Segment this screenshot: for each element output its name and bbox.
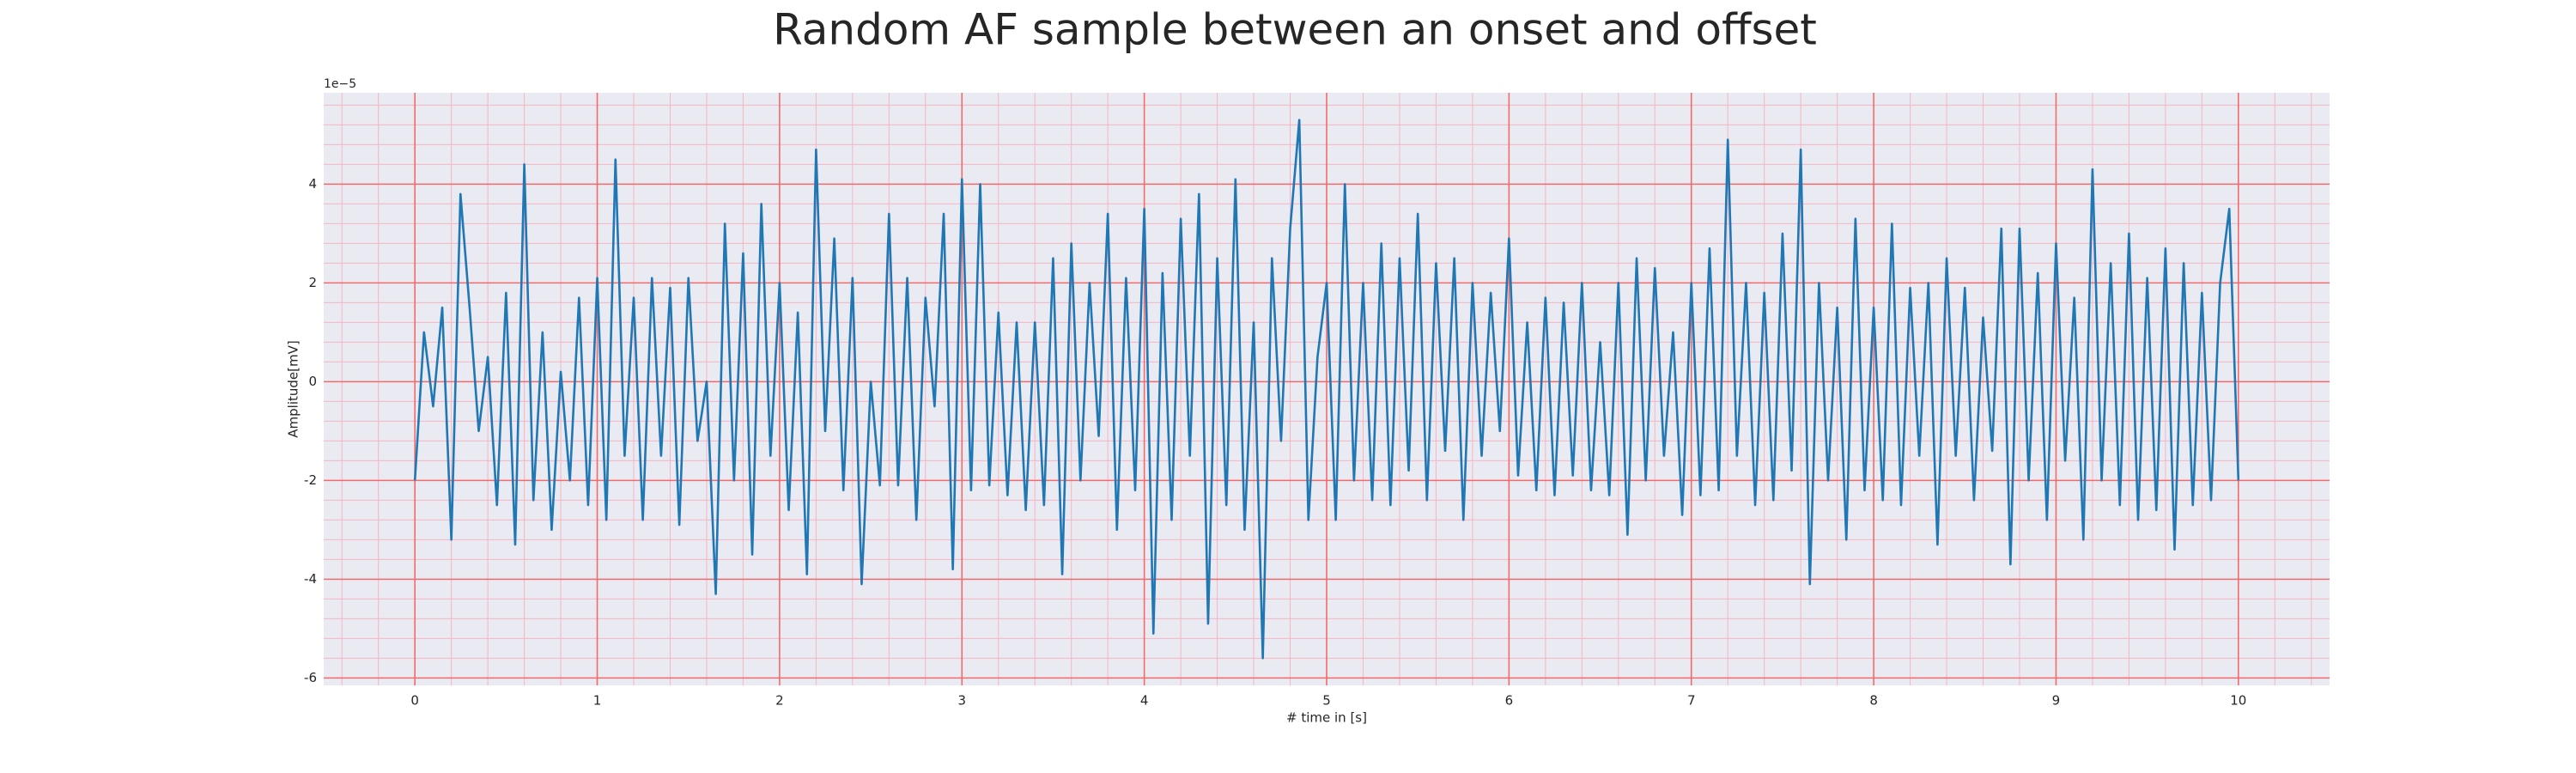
x-tick-label: 4: [1140, 693, 1149, 709]
x-tick-label: 2: [775, 693, 784, 709]
x-tick-label: 5: [1322, 693, 1331, 709]
x-axis-label: # time in [s]: [1286, 710, 1367, 726]
x-tick-label: 6: [1505, 693, 1514, 709]
x-tick-label: 7: [1687, 693, 1696, 709]
y-tick-label: -6: [304, 670, 317, 685]
x-tick-label: 3: [957, 693, 966, 709]
y-offset-label: 1e−5: [324, 77, 356, 91]
x-tick-label: 0: [410, 693, 419, 709]
x-tick-label: 9: [2052, 693, 2061, 709]
y-tick-label: -4: [304, 571, 317, 587]
data-line: [413, 119, 2240, 660]
chart-title: Random AF sample between an onset and of…: [773, 5, 1817, 55]
x-tick-label: 10: [2230, 693, 2246, 709]
y-tick-label: 0: [308, 374, 317, 389]
x-tick-label: 8: [1869, 693, 1878, 709]
y-axis-label: Amplitude[mV]: [286, 340, 301, 437]
x-tick-label: 1: [593, 693, 602, 709]
grid: [324, 93, 2330, 685]
plot: [413, 119, 2240, 660]
y-tick-label: -2: [304, 472, 317, 488]
y-tick-label: 4: [308, 176, 317, 192]
y-tick-label: 2: [308, 275, 317, 290]
